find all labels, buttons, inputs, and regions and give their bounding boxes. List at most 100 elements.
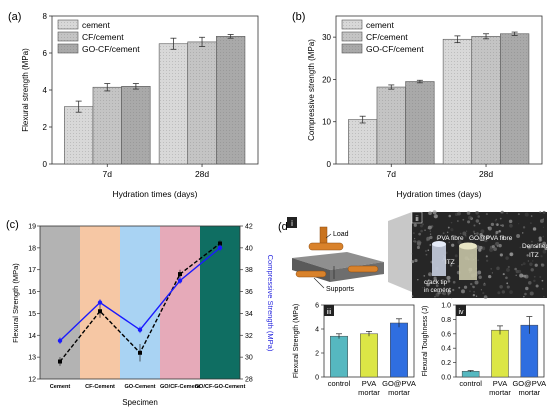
- zoom-wedge: [388, 212, 412, 292]
- micrograph-grain: [486, 235, 490, 240]
- micrograph-grain: [533, 279, 536, 283]
- micrograph-grain: [417, 279, 419, 281]
- label-i-box: [287, 217, 297, 228]
- micrograph-grain: [480, 289, 482, 291]
- d-iii-y-tick-label: 6: [315, 303, 319, 310]
- micrograph-grain: [488, 275, 492, 279]
- micrograph-grain: [475, 295, 478, 297]
- micrograph-grain: [413, 238, 416, 240]
- micrograph-grain: [538, 236, 542, 240]
- b-bar-texture-2-0: [405, 81, 435, 164]
- micrograph-grain: [542, 210, 546, 214]
- d-iii-y-tick-label: 4: [315, 327, 319, 334]
- micrograph-grain: [426, 236, 431, 241]
- panel-d-iv-bars: [461, 316, 539, 378]
- panel-a-bars: 7d 28d: [64, 34, 246, 179]
- d-iv-x-tick-label: mortar: [489, 388, 511, 397]
- micrograph-grain: [522, 226, 526, 229]
- micrograph-grain: [447, 226, 450, 229]
- micrograph-grain: [442, 232, 445, 235]
- panel-b-y-axis-label: Compressive strength (MPa): [307, 39, 316, 141]
- micrograph-grain: [541, 263, 545, 267]
- micrograph-grain: [418, 232, 422, 236]
- micrograph-grain: [416, 245, 420, 249]
- micrograph-grain: [483, 283, 486, 287]
- micrograph-grain: [495, 230, 499, 234]
- d-iii-y-tick-label: 0: [315, 375, 319, 382]
- b-legend-swatch-texture: [342, 20, 362, 29]
- micrograph-grain: [472, 230, 476, 233]
- d-iv-y-tick-label: 0.4: [441, 346, 451, 353]
- micrograph-grain: [466, 211, 471, 215]
- panel-c-x-tick-label: GO/CF-Cement: [160, 384, 200, 390]
- micrograph-grain: [425, 250, 427, 252]
- d-iv-y-tick-label: 0.0: [441, 375, 451, 382]
- micrograph-grain: [450, 228, 454, 232]
- micrograph-grain: [516, 234, 521, 238]
- panel-c-right-tick-label: 32: [245, 333, 253, 340]
- micrograph-grain: [451, 243, 455, 247]
- micrograph-grain: [427, 279, 430, 282]
- d-iv-x-tick-label: PVA: [493, 379, 507, 388]
- micrograph-grain: [535, 284, 539, 288]
- panel-c-flexural-point: [58, 359, 62, 364]
- micrograph-grain: [435, 284, 439, 287]
- micrograph-grain: [429, 235, 433, 240]
- panel-a-label: (a): [8, 11, 21, 23]
- micrograph-grain: [535, 245, 539, 248]
- micrograph-grain: [500, 286, 502, 288]
- panel-c-axes-frame: [39, 225, 241, 380]
- micrograph-grain: [452, 280, 456, 284]
- micrograph-grain: [506, 285, 510, 289]
- panel-c-flexural-point: [218, 241, 222, 246]
- micrograph-grain: [457, 211, 461, 216]
- micrograph-grain: [432, 210, 437, 215]
- micrograph-grain: [540, 219, 544, 223]
- micrograph-grain: [416, 240, 421, 245]
- label-iv-box: [456, 305, 466, 316]
- micrograph-grain: [544, 247, 548, 251]
- micrograph-grain: [469, 290, 471, 292]
- micrograph-grain: [429, 244, 432, 246]
- micrograph-grain: [528, 281, 532, 285]
- panel-c-left-y-axis-label: Flexural Strength (MPa): [11, 263, 20, 343]
- a-bar-texture-0-0: [64, 106, 93, 164]
- panel-c-left-tick-label: 18: [28, 245, 36, 252]
- b-bar-texture-0-1: [443, 39, 472, 164]
- micrograph-grain: [435, 236, 439, 240]
- micrograph-grain: [447, 293, 450, 296]
- densified-itz-label-2: ITZ: [529, 252, 539, 259]
- d-iv-y-tick-label: 0.2: [441, 360, 451, 367]
- label-iii: iii: [327, 309, 332, 316]
- micrograph-grain: [473, 224, 476, 227]
- panel-c-label: (c): [6, 219, 19, 231]
- micrograph-grain: [529, 262, 533, 266]
- micrograph-grain: [414, 258, 418, 263]
- load-pointer: [325, 233, 332, 239]
- panel-b-axes-frame: [335, 15, 543, 165]
- micrograph-grain: [505, 256, 509, 260]
- b-y-tick-label: 10: [322, 118, 331, 127]
- micrograph-grain: [484, 238, 488, 243]
- a-bar-texture-2-1: [216, 36, 245, 164]
- micrograph-grain: [457, 240, 462, 245]
- micrograph-grain: [483, 235, 486, 237]
- micrograph-grain: [485, 255, 488, 258]
- micrograph-grain: [473, 232, 476, 235]
- supports-pointer: [313, 277, 325, 289]
- d-iv-bar: [491, 329, 509, 378]
- micrograph-grain: [437, 290, 441, 295]
- gopva-fibre-body: [459, 246, 477, 280]
- b-y-tick-label: 30: [322, 33, 331, 42]
- micrograph-grain: [540, 255, 543, 258]
- panel-b-legend: cement CF/cement GO-CF/cement: [341, 19, 424, 54]
- b-legend-swatch-texture: [342, 44, 362, 53]
- micrograph-grain: [515, 274, 517, 277]
- micrograph-grain: [477, 215, 480, 218]
- micrograph-grain: [533, 275, 536, 278]
- b-x-tick-label: 7d: [387, 169, 397, 179]
- panel-c-flexural-point: [98, 309, 102, 314]
- micrograph-grain: [446, 275, 451, 280]
- panel-c-flexural-point: [178, 272, 182, 277]
- micrograph-grain: [519, 246, 522, 249]
